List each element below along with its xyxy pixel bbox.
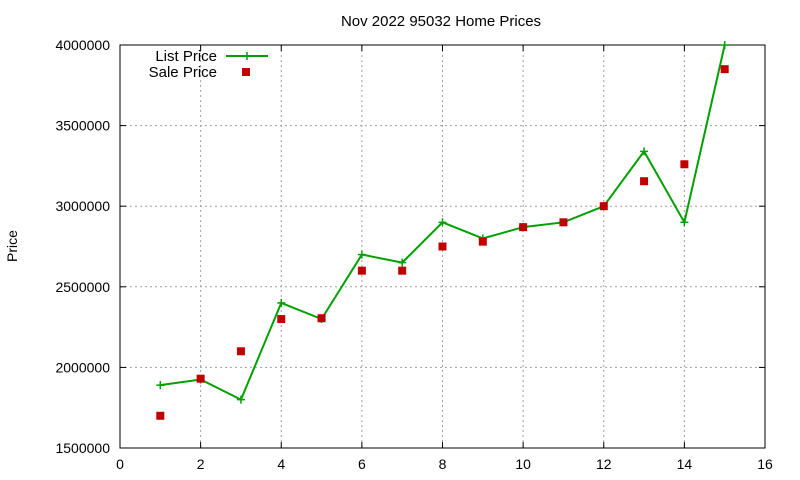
- sale-price-point: [478, 237, 487, 246]
- legend-label-list-price: List Price: [155, 48, 217, 65]
- chart-title: Nov 2022 95032 Home Prices: [341, 13, 541, 30]
- y-tick-label: 2000000: [55, 359, 110, 375]
- series: [156, 41, 729, 420]
- x-tick-label: 12: [596, 456, 612, 472]
- x-tick-label: 0: [116, 456, 124, 472]
- x-tick-label: 2: [197, 456, 205, 472]
- sale-price-point: [640, 177, 649, 186]
- sale-price-point: [559, 218, 568, 227]
- legend-marker-list-price: [243, 52, 251, 60]
- y-tick-label: 2500000: [55, 279, 110, 295]
- list-price-point: [357, 250, 366, 259]
- sale-price-point: [357, 266, 366, 275]
- x-tick-label: 10: [515, 456, 531, 472]
- list-price-point: [398, 258, 407, 267]
- sale-price-point: [196, 374, 205, 383]
- sale-price-point: [236, 347, 245, 356]
- legend-label-sale-price: Sale Price: [149, 64, 217, 81]
- x-tick-label: 16: [757, 456, 773, 472]
- x-tick-label: 6: [358, 456, 366, 472]
- list-price-point: [720, 41, 729, 49]
- x-tick-label: 8: [439, 456, 447, 472]
- y-tick-label: 3000000: [55, 198, 110, 214]
- x-tick-label: 14: [677, 456, 693, 472]
- sale-price-point: [317, 314, 326, 323]
- sale-price-point: [438, 242, 447, 251]
- list-price-point: [640, 147, 649, 156]
- list-price-point: [156, 381, 165, 390]
- y-tick-label: 3500000: [55, 118, 110, 134]
- y-tick-label: 4000000: [55, 37, 110, 53]
- sale-price-point: [720, 65, 729, 74]
- sale-price-point: [277, 315, 286, 324]
- list-price-point: [277, 298, 286, 307]
- x-tick-label: 4: [277, 456, 285, 472]
- axis-ticks: 0 2 4 6 8 10 12 14 16 1500000 2000000 2500000 300000…: [55, 37, 773, 472]
- list-price-point: [438, 218, 447, 227]
- y-axis-label: Price: [4, 230, 20, 262]
- list-price-point: [680, 218, 689, 227]
- legend-marker-sale-price: [242, 68, 250, 76]
- legend: List Price Sale Price: [149, 48, 268, 81]
- sale-price-point: [398, 266, 407, 275]
- sale-price-point: [519, 223, 528, 232]
- sale-price-point: [156, 411, 165, 420]
- y-tick-label: 1500000: [55, 440, 110, 456]
- list-price-point: [236, 395, 245, 404]
- sale-price-point: [599, 202, 608, 211]
- sale-price-point: [680, 160, 689, 169]
